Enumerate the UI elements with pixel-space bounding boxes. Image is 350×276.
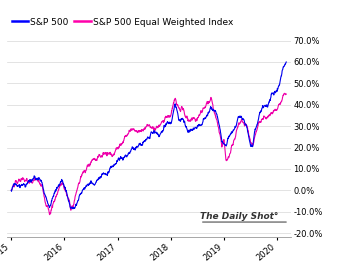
Legend: S&P 500, S&P 500 Equal Weighted Index: S&P 500, S&P 500 Equal Weighted Index <box>12 18 233 26</box>
Text: The Daily Shot°: The Daily Shot° <box>200 212 278 221</box>
